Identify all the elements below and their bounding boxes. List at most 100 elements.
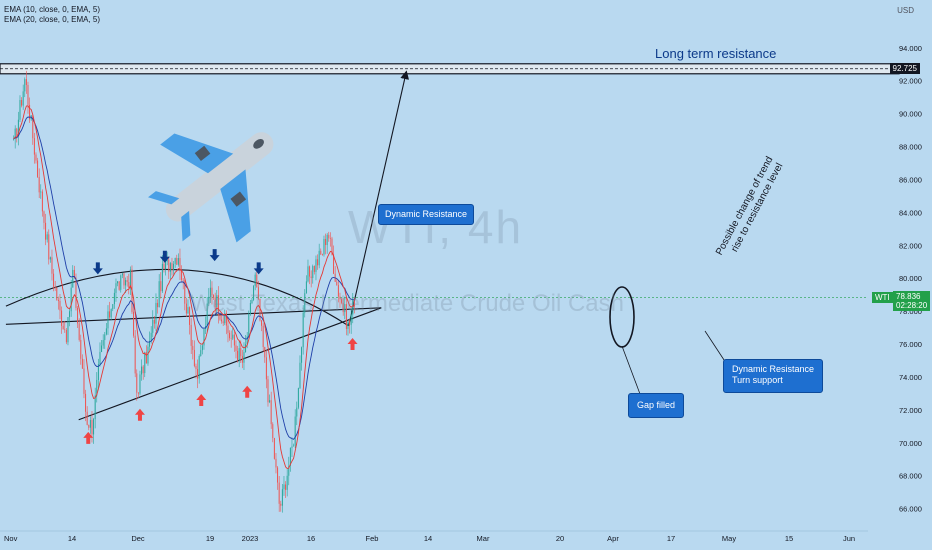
candle-body	[105, 328, 107, 335]
candle-body	[91, 420, 93, 435]
candle-body	[128, 282, 130, 289]
candle-body	[163, 263, 165, 270]
candle-body	[253, 285, 255, 300]
candle-body	[97, 364, 99, 380]
candle-body	[150, 332, 152, 341]
candle-body	[325, 239, 327, 246]
candle-body	[139, 374, 141, 394]
candle-body	[229, 332, 231, 339]
candle-body	[195, 366, 197, 370]
dynamic-resistance-curve	[5, 268, 349, 327]
candle-body	[187, 307, 189, 314]
candle-body	[99, 351, 101, 365]
candle-body	[283, 484, 285, 490]
candle-body	[323, 239, 325, 255]
candles-layer	[13, 70, 355, 513]
candle-body	[238, 348, 240, 361]
candle-body	[243, 352, 245, 363]
candle-body	[197, 369, 199, 379]
candle-body	[145, 352, 147, 364]
candle-body	[62, 325, 64, 330]
candle-body	[160, 281, 162, 292]
candle-body	[301, 347, 303, 363]
arrow-up-icon	[347, 338, 358, 351]
x-tick-label: Apr	[607, 534, 619, 543]
candle-body	[77, 307, 79, 324]
candle-body	[233, 334, 235, 346]
candle-body	[72, 269, 74, 288]
arrow-up-icon	[134, 408, 145, 421]
candle-body	[278, 482, 280, 504]
candle-body	[200, 350, 202, 357]
candle-body	[179, 258, 181, 271]
dynamic-resistance-box: Dynamic Resistance	[378, 204, 475, 225]
candle-body	[217, 295, 219, 316]
current-price-tag[interactable]: 78.836 02:28:20	[893, 291, 931, 311]
resistance-price-tag[interactable]: 92.725	[889, 63, 920, 74]
candle-body	[153, 319, 155, 324]
x-tick-label: Dec	[131, 534, 145, 543]
candle-body	[43, 211, 45, 223]
candle-body	[158, 281, 160, 308]
y-tick-label: 72.000	[899, 406, 922, 415]
candle-body	[198, 356, 200, 379]
candle-body	[137, 392, 139, 394]
candle-body	[152, 319, 154, 333]
candle-body	[211, 287, 213, 295]
symbol-tag[interactable]: WTI	[872, 292, 893, 303]
candle-body	[269, 400, 271, 403]
candle-body	[256, 274, 258, 288]
candle-body	[112, 304, 114, 310]
legend-ema10[interactable]: EMA (10, close, 0, EMA, 5)	[4, 5, 101, 14]
candle-body	[117, 281, 119, 284]
candle-body	[352, 299, 354, 315]
arrow-up-icon	[196, 393, 207, 406]
turn-support-line2: Turn support	[732, 375, 783, 385]
arrow-up-icon	[242, 385, 253, 398]
candle-body	[307, 266, 309, 282]
candle-body	[141, 366, 143, 375]
candle-body	[328, 234, 330, 239]
candle-body	[318, 250, 320, 266]
candle-body	[45, 222, 47, 240]
y-tick-label: 76.000	[899, 340, 922, 349]
candle-body	[78, 323, 80, 340]
candle-body	[249, 303, 251, 314]
candle-body	[126, 280, 128, 283]
candle-body	[69, 311, 71, 318]
candle-body	[96, 379, 98, 396]
turn-support-box: Dynamic Resistance Turn support	[723, 359, 824, 393]
candle-body	[275, 458, 277, 468]
candle-body	[203, 328, 205, 346]
candle-body	[85, 393, 87, 412]
candle-body	[213, 294, 215, 298]
candle-body	[208, 296, 210, 304]
candle-body	[177, 258, 179, 265]
candle-body	[190, 324, 192, 346]
candle-body	[86, 411, 88, 425]
x-tick-label: Jun	[843, 534, 855, 543]
candle-body	[289, 447, 291, 466]
candle-body	[136, 373, 138, 393]
candle-body	[185, 303, 187, 314]
candle-body	[129, 269, 131, 289]
y-tick-label: 78.000	[899, 307, 922, 316]
candle-body	[333, 254, 335, 274]
currency-label[interactable]: USD	[897, 6, 914, 15]
x-tick-label: 19	[206, 534, 214, 543]
trendline-trend-to-resistance	[348, 70, 409, 327]
legend-ema20[interactable]: EMA (20, close, 0, EMA, 5)	[4, 15, 101, 24]
arrow-down-icon	[92, 262, 103, 275]
candle-body	[54, 286, 56, 288]
candle-body	[118, 281, 120, 290]
arrow-down-icon	[253, 262, 264, 275]
indicator-legend[interactable]: EMA (10, close, 0, EMA, 5) EMA (20, clos…	[4, 5, 100, 25]
candle-body	[89, 420, 91, 428]
candle-body	[305, 281, 307, 294]
candle-body	[320, 250, 322, 255]
candle-body	[184, 280, 186, 304]
gap-filled-text: Gap filled	[637, 400, 676, 410]
candle-body	[240, 348, 242, 357]
